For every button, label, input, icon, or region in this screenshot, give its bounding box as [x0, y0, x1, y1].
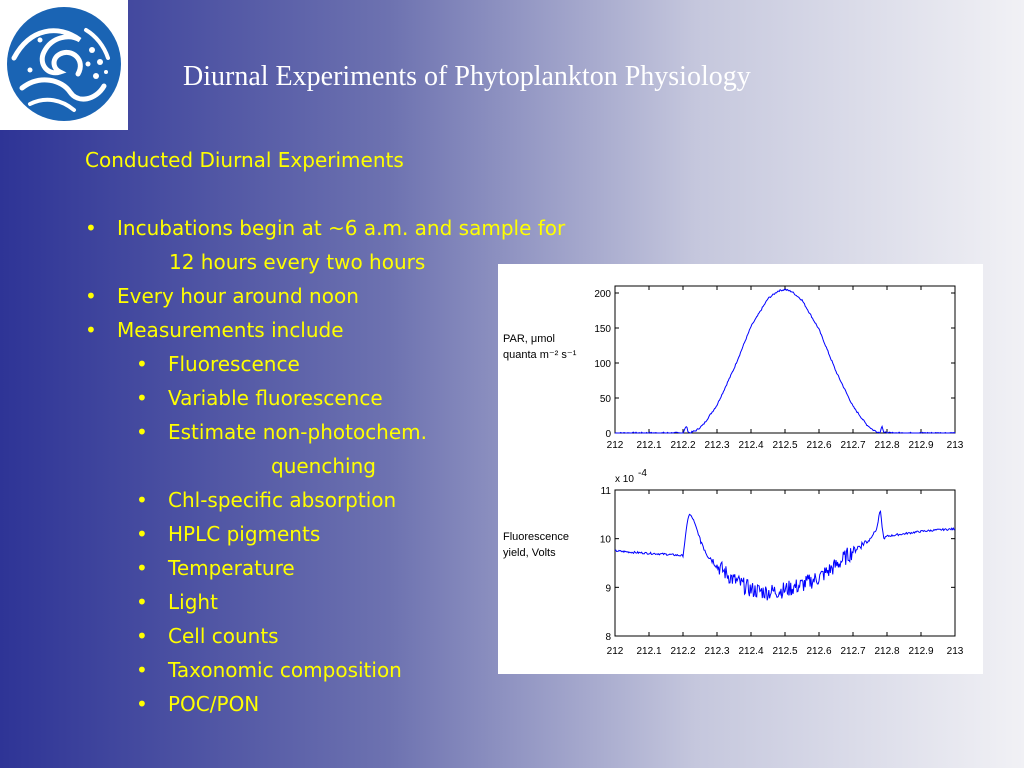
bullet-item: • Estimate non-photochem. quenching: [85, 415, 645, 483]
x-tick-label: 213: [947, 646, 964, 657]
x-tick-label: 212.3: [704, 646, 729, 657]
bullet-marker: •: [136, 420, 148, 444]
x-tick-label: 212.4: [738, 440, 763, 451]
bullet-item: • Variable fluorescence: [85, 381, 645, 415]
bullet-marker: •: [136, 352, 148, 376]
x-tick-label: 212.3: [704, 440, 729, 451]
x-tick-label: 212: [607, 440, 624, 451]
bullet-item: • Light: [85, 585, 645, 619]
bullet-text: Cell counts: [168, 624, 279, 648]
x-tick-label: 212.7: [840, 440, 865, 451]
chart-figure: 212 212.1 212.2 212.3 212.4 212.5 212.6 212.7 21…: [498, 264, 983, 674]
bullet-text: 12 hours every two hours: [169, 250, 426, 274]
bullet-item: • Temperature: [85, 551, 645, 585]
axis-multiplier-exponent: -4: [638, 468, 647, 479]
bullet-item: • POC/PON: [85, 687, 645, 721]
x-tick-label: 212.9: [908, 646, 933, 657]
y-tick-label: 10: [600, 535, 612, 546]
content-heading: Conducted Diurnal Experiments: [85, 148, 404, 172]
bullet-text: Estimate non-photochem.: [168, 420, 428, 444]
x-tick-label: 212.5: [772, 440, 797, 451]
y-tick-label: 200: [594, 289, 611, 300]
bullet-text: POC/PON: [168, 692, 260, 716]
axis-multiplier-label: x 10: [615, 474, 634, 485]
y-axis-label: PAR, μmol: [503, 333, 555, 345]
bullet-text: Temperature: [168, 556, 295, 580]
plot-area: [614, 285, 956, 434]
bullet-text: Every hour around noon: [117, 284, 359, 308]
bullet-marker: •: [136, 556, 148, 580]
x-tick-label: 212.8: [874, 646, 899, 657]
bullet-marker: •: [136, 658, 148, 682]
bullet-text: Light: [168, 590, 218, 614]
bullet-marker: •: [136, 590, 148, 614]
bullet-marker: •: [136, 386, 148, 410]
bullet-item: • Every hour around noon: [85, 279, 645, 313]
x-tick-label: 212.1: [636, 646, 661, 657]
logo: [0, 0, 128, 130]
x-tick-label: 212.8: [874, 440, 899, 451]
bullet-item: • Taxonomic composition: [85, 653, 645, 687]
wave-emblem-icon: [7, 7, 121, 121]
bullet-text: Fluorescence: [168, 352, 300, 376]
x-tick-label: 212.6: [806, 440, 831, 451]
x-tick-label: 212.7: [840, 646, 865, 657]
bullet-text: HPLC pigments: [168, 522, 321, 546]
x-tick-label: 212.5: [772, 646, 797, 657]
bullet-item: • Fluorescence: [85, 347, 645, 381]
bullet-list: • Incubations begin at ~6 a.m. and sample…: [85, 211, 645, 721]
slide-title: Diurnal Experiments of Phytoplankton Phy…: [183, 61, 751, 92]
bullet-marker: •: [136, 692, 148, 716]
y-axis-label: Fluorescence: [503, 531, 569, 543]
spacer: [85, 177, 645, 211]
x-tick-label: 212.2: [670, 646, 695, 657]
series-line: [614, 288, 956, 434]
bullet-item: • Measurements include: [85, 313, 645, 347]
bullet-marker: •: [136, 624, 148, 648]
bullet-text: Taxonomic composition: [168, 658, 402, 682]
x-tick-label: 212.1: [636, 440, 661, 451]
bullet-item: • Incubations begin at ~6 a.m. and sample…: [85, 211, 645, 279]
chart-canvas: 212 212.1 212.2 212.3 212.4 212.5 212.6 212.7 21…: [503, 285, 964, 657]
bullet-text: Incubations begin at ~6 a.m. and sample …: [117, 216, 566, 240]
bullet-item: • HPLC pigments: [85, 517, 645, 551]
y-tick-label: 50: [600, 394, 612, 405]
y-tick-label: 100: [594, 359, 611, 370]
y-tick-label: 0: [605, 429, 611, 440]
y-axis-label: yield, Volts: [503, 547, 556, 559]
plot-area: [614, 489, 956, 637]
bullet-marker: •: [136, 488, 148, 512]
bullet-marker: •: [85, 284, 97, 308]
x-tick-label: 212.9: [908, 440, 933, 451]
bullet-item: • Cell counts: [85, 619, 645, 653]
x-tick-label: 213: [947, 440, 964, 451]
bullet-marker: •: [85, 216, 97, 240]
y-tick-label: 11: [601, 486, 612, 497]
series-line: [614, 510, 956, 601]
y-tick-label: 150: [594, 324, 611, 335]
bullet-marker: •: [136, 522, 148, 546]
bullet-text: Variable fluorescence: [168, 386, 383, 410]
x-tick-label: 212.4: [738, 646, 763, 657]
x-tick-label: 212.2: [670, 440, 695, 451]
bullet-text: quenching: [271, 454, 376, 478]
bullet-text: Chl-specific absorption: [168, 488, 397, 512]
bullet-item: • Chl-specific absorption: [85, 483, 645, 517]
y-tick-label: 8: [605, 632, 611, 643]
y-axis-label: quanta m⁻² s⁻¹: [503, 349, 577, 361]
slide-content: Conducted Diurnal Experiments • Incubatio…: [85, 143, 645, 721]
x-tick-label: 212: [607, 646, 624, 657]
x-tick-label: 212.6: [806, 646, 831, 657]
bullet-marker: •: [85, 318, 97, 342]
y-tick-label: 9: [605, 583, 611, 594]
bullet-text: Measurements include: [117, 318, 344, 342]
